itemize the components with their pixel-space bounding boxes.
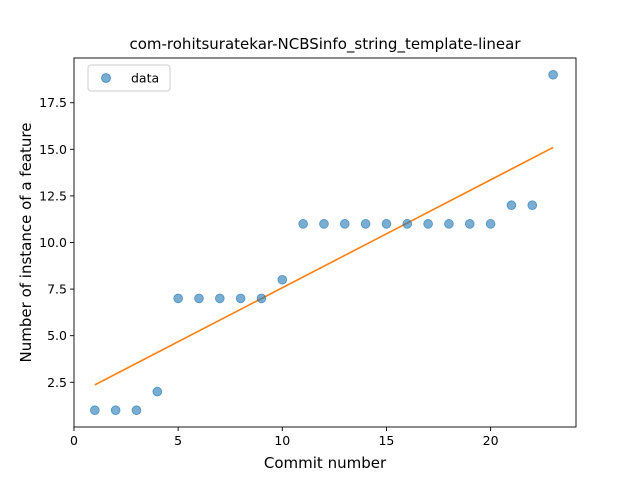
legend-marker-data <box>101 73 111 83</box>
data-point <box>194 293 204 304</box>
data-point <box>298 219 308 229</box>
data-point <box>152 386 163 397</box>
y-tick-label: 17.5 <box>39 95 67 110</box>
data-point <box>506 200 517 211</box>
chart-title: com-rohitsuratekar-NCBSinfo_string_templ… <box>129 35 521 54</box>
plot-area: 0 5 10 15 20 2.5 5.0 7.5 10.0 12.5 15.0 17.5 <box>39 57 577 448</box>
data-point <box>131 405 142 416</box>
legend-box <box>87 64 171 92</box>
legend: data <box>87 64 171 92</box>
data-point <box>527 200 538 211</box>
x-tick-label: 10 <box>274 433 290 448</box>
data-point <box>110 405 121 416</box>
y-tick-label: 2.5 <box>47 375 67 390</box>
data-point <box>444 219 454 229</box>
data-point <box>235 293 246 304</box>
fit-line <box>94 146 554 386</box>
y-tick-label: 5.0 <box>47 328 67 343</box>
x-tick-label: 5 <box>174 433 182 448</box>
data-point <box>381 219 392 229</box>
data-point <box>402 219 413 229</box>
plot-frame <box>73 57 577 428</box>
data-point <box>215 293 225 304</box>
x-tick-label: 20 <box>483 433 499 448</box>
data-point <box>423 219 433 229</box>
data-point <box>319 219 329 229</box>
legend-label-data: data <box>131 71 159 86</box>
x-tick-label: 15 <box>378 433 394 448</box>
data-point <box>173 293 183 304</box>
data-point <box>256 293 267 304</box>
data-point <box>464 219 475 229</box>
x-axis-label: Commit number <box>264 454 387 472</box>
y-tick-label: 10.0 <box>39 235 67 250</box>
y-tick-label: 15.0 <box>39 142 67 157</box>
y-tick-label: 12.5 <box>39 188 67 203</box>
data-point <box>485 219 496 229</box>
data-point <box>548 69 558 80</box>
x-tick-label: 0 <box>70 433 78 448</box>
data-point <box>90 405 100 416</box>
data-point <box>339 219 350 229</box>
y-axis-label: Number of instance of a feature <box>17 123 35 363</box>
data-point <box>360 219 371 229</box>
y-tick-label: 7.5 <box>47 282 67 297</box>
data-point <box>277 274 288 285</box>
